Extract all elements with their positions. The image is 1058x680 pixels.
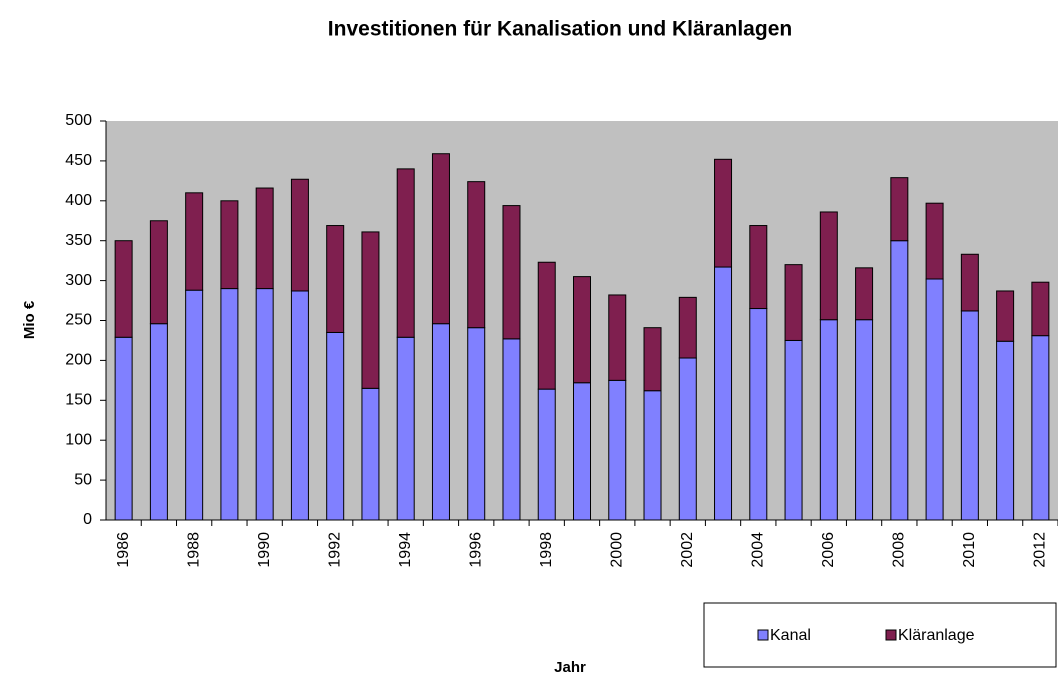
bar-segment [537,261,556,390]
bar-segment [749,308,768,521]
bar-segment [784,264,803,341]
y-tick-label: 500 [65,112,92,129]
x-tick-label: 2006 [820,532,837,568]
bar-segment [819,319,838,521]
x-tick-label: 2012 [1032,532,1049,568]
bar-segment [149,220,168,325]
bar-segment [431,323,450,521]
x-tick-label: 1986 [115,532,132,568]
bar-segment [996,340,1015,521]
y-tick-label: 0 [83,511,92,528]
bar-segment [714,158,733,268]
y-tick-label: 350 [65,232,92,249]
bar-segment [114,240,133,338]
bar-segment [290,178,309,292]
x-tick-label: 1992 [326,532,343,568]
y-tick-label: 300 [65,272,92,289]
bar-segment [643,327,662,392]
x-tick-label: 2010 [961,532,978,568]
x-tick-label: 1998 [538,532,555,568]
bar-segment [855,267,874,321]
bar-segment [714,266,733,521]
x-tick-label: 2004 [750,532,767,568]
bar-segment [819,211,838,321]
bar-segment [608,379,627,521]
bar-segment [678,296,697,359]
bar-segment [925,202,944,280]
bar-segment [784,339,803,521]
y-tick-label: 150 [65,392,92,409]
bar-segment [1031,335,1050,521]
bar-segment [996,290,1015,342]
bar-segment [960,310,979,521]
x-tick-label: 1996 [467,532,484,568]
bar-segment [537,388,556,521]
x-tick-label: 2000 [608,532,625,568]
bar-segment [290,290,309,521]
bar-segment [185,289,204,521]
legend-swatch [757,629,769,641]
bar-segment [890,177,909,242]
bar-segment [255,187,274,290]
bar-segment [114,336,133,521]
x-tick-label: 2002 [679,532,696,568]
bar-segment [220,200,239,290]
bar-segment [396,168,415,338]
y-tick-label: 50 [74,471,92,488]
bar-segment [255,288,274,521]
y-axis-title: Mio € [21,300,38,339]
chart-title: Investitionen für Kanalisation und Klära… [328,18,792,41]
y-tick-label: 100 [65,431,92,448]
legend-box [703,602,1057,668]
bar-segment [573,382,591,521]
y-tick-label: 450 [65,152,92,169]
legend-label: Kläranlage [898,627,975,644]
bar-segment [149,323,168,521]
bar-segment [960,253,979,312]
bar-segment [361,387,380,521]
bar-segment [326,225,345,333]
bar-segment [573,276,591,384]
legend-swatch [885,629,897,641]
bar-segment [220,288,239,521]
bar-segment [925,278,944,521]
bar-segment [431,153,450,325]
x-tick-label: 1990 [256,532,273,568]
legend-label: Kanal [770,627,811,644]
bar-segment [361,231,380,389]
x-tick-label: 1994 [397,532,414,568]
bar-segment [643,390,662,521]
bar-segment [396,336,415,521]
y-tick-label: 200 [65,352,92,369]
bar-segment [855,319,874,521]
bar-segment [678,357,697,521]
bar-segment [467,327,486,521]
bar-segment [326,331,345,521]
bar-segment [608,294,627,381]
bar-segment [185,192,204,291]
y-tick-label: 400 [65,192,92,209]
bar-segment [467,181,486,329]
bar-segment [1031,281,1050,337]
bar-segment [890,240,909,521]
x-tick-label: 2008 [891,532,908,568]
x-tick-label: 1988 [185,532,202,568]
x-axis-title: Jahr [554,659,586,676]
y-tick-label: 250 [65,312,92,329]
bar-segment [749,225,768,310]
bar-segment [502,205,521,340]
bar-segment [502,338,521,521]
